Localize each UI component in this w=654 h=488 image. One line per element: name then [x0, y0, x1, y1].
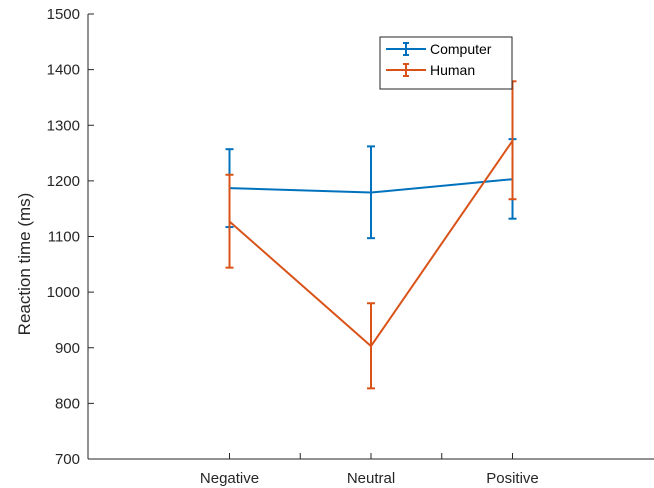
- y-tick-label: 1400: [47, 62, 80, 79]
- y-tick-label: 800: [55, 395, 80, 412]
- y-tick-label: 1300: [47, 117, 80, 134]
- x-tick-label: Negative: [200, 470, 259, 487]
- x-tick-label: Positive: [486, 470, 539, 487]
- y-tick-label: 1000: [47, 284, 80, 301]
- series-computer: [225, 138, 517, 240]
- legend-label: Computer: [430, 41, 492, 57]
- axes: [87, 13, 654, 460]
- y-tick-label: 1200: [47, 173, 80, 190]
- legend-label: Human: [430, 62, 475, 78]
- y-tick-label: 1500: [47, 6, 80, 23]
- y-tick-label: 900: [55, 340, 80, 357]
- series-layer: [225, 80, 517, 390]
- x-tick-label: Neutral: [347, 470, 395, 487]
- x-tick-labels: Negative Neutral Positive: [200, 470, 539, 487]
- y-tick-label: 700: [55, 451, 80, 468]
- y-tick-label: 1100: [48, 229, 80, 246]
- legend: Computer Human: [379, 36, 513, 90]
- y-axis-label: Reaction time (ms): [15, 193, 34, 336]
- legend-box: [379, 36, 513, 90]
- y-tick-labels: 700 800 900 1000 1100 1200 1300 1400 1500: [47, 6, 80, 468]
